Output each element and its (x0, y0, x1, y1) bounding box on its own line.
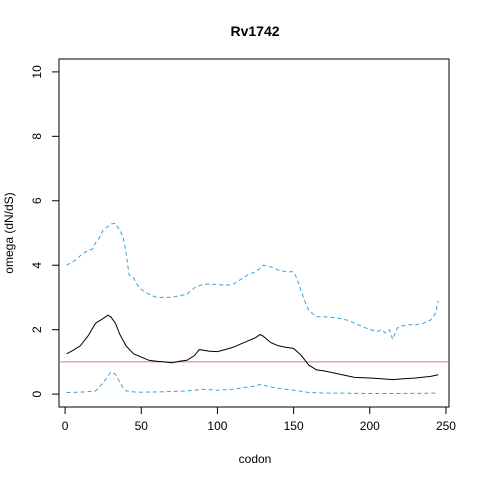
x-tick-label: 50 (135, 419, 149, 433)
y-axis: 0 2 4 6 8 10 (30, 65, 59, 397)
omega-estimate-line (66, 314, 439, 381)
y-tick-label: 4 (30, 262, 44, 269)
x-axis-label: codon (239, 452, 272, 466)
lower-bound-line (66, 371, 439, 394)
y-tick-label: 6 (30, 197, 44, 204)
x-axis: 0 50 100 150 200 250 (62, 406, 456, 433)
plot-area (59, 222, 449, 394)
x-tick-label: 0 (62, 419, 69, 433)
y-tick-label: 10 (30, 65, 44, 79)
y-axis-label: omega (dN/dS) (2, 192, 16, 273)
x-tick-label: 200 (360, 419, 380, 433)
x-tick-label: 150 (284, 419, 304, 433)
y-tick-label: 0 (30, 390, 44, 397)
x-tick-label: 100 (207, 419, 227, 433)
y-tick-label: 2 (30, 326, 44, 333)
y-tick-label: 8 (30, 133, 44, 140)
x-tick-label: 250 (436, 419, 456, 433)
chart-title: Rv1742 (230, 23, 279, 39)
